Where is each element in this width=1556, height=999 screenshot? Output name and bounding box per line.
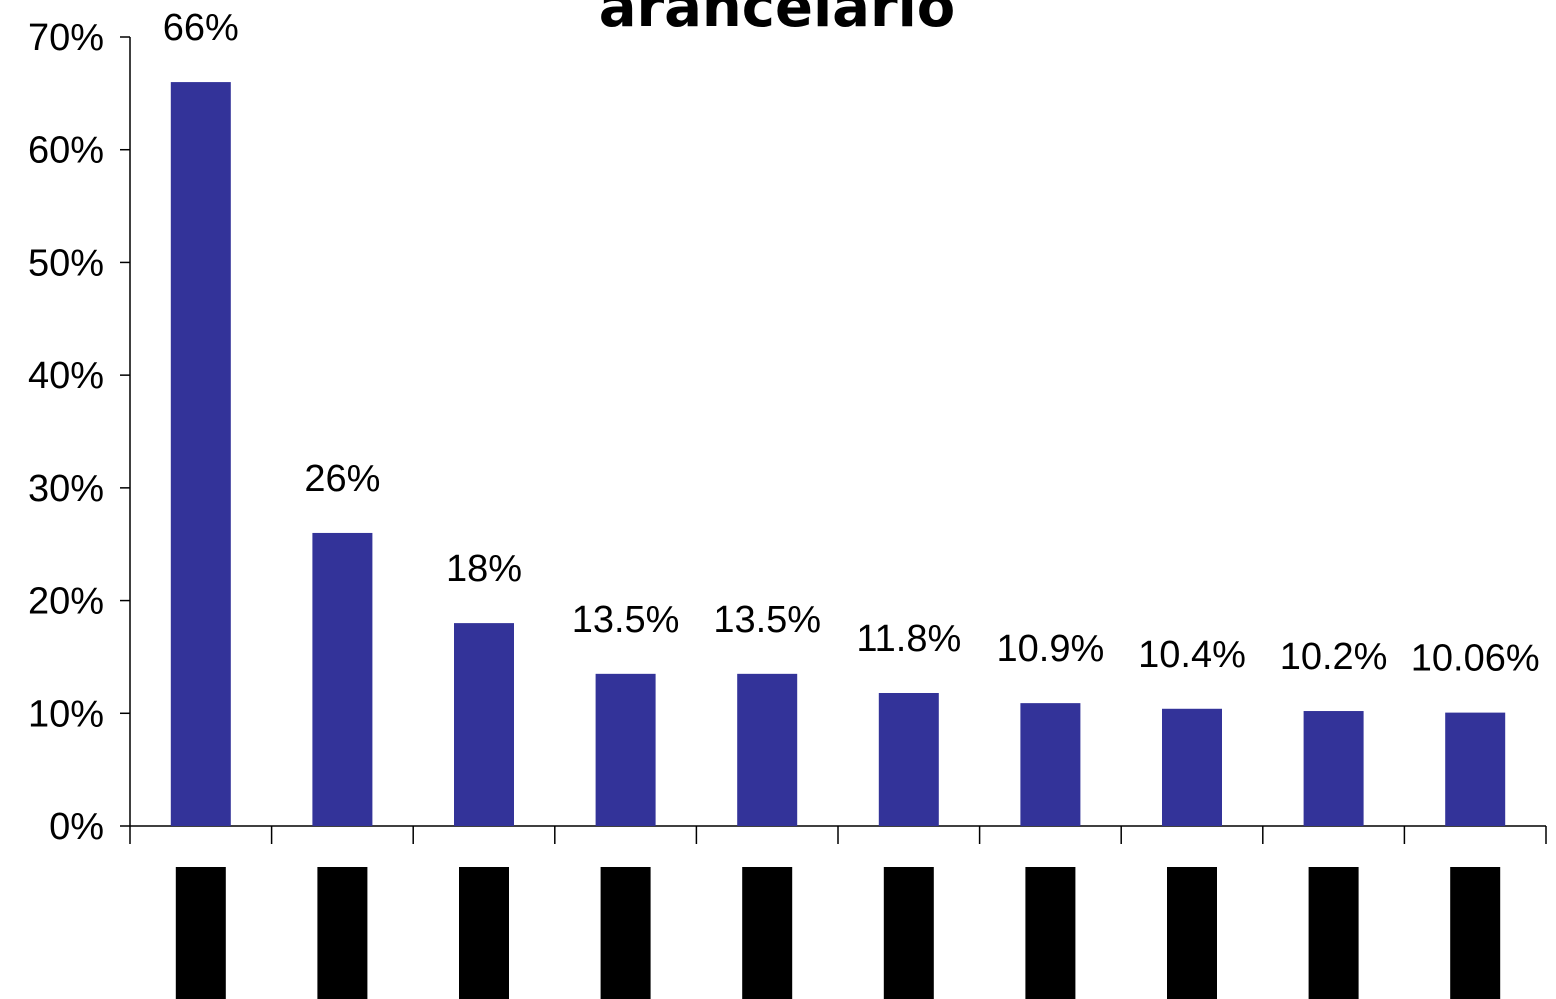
bar [312, 532, 373, 826]
category-label-marker [175, 867, 226, 999]
x-axis [129, 825, 1547, 844]
data-label: 66% [163, 7, 239, 49]
data-label: 18% [446, 548, 522, 590]
chart-title: arancelario [599, 0, 956, 40]
y-tick-label: 40% [28, 355, 104, 397]
category-label-marker [317, 867, 368, 999]
data-label: 10.2% [1280, 636, 1388, 678]
data-label: 10.4% [1138, 634, 1246, 676]
bar [737, 673, 798, 826]
category-label-marker [1308, 867, 1359, 999]
data-labels: 66% 26% 18% 13.5% 13.5% 11.8% 10.9% 10.4% 10.2% 1… [163, 7, 1540, 680]
bar [1020, 703, 1081, 826]
y-tick-label: 60% [28, 130, 104, 172]
category-label-marker [600, 867, 651, 999]
bars [170, 82, 1506, 827]
data-label: 13.5% [713, 599, 821, 641]
category-label-marker [1450, 867, 1501, 999]
y-tick-label: 10% [28, 693, 104, 735]
data-label: 11.8% [856, 618, 961, 660]
category-label-marker [1167, 867, 1217, 999]
bar [1445, 712, 1506, 826]
y-tick-label: 20% [28, 581, 104, 623]
data-label: 13.5% [572, 599, 680, 641]
y-axis: 0% 10% 20% 30% 40% 50% 60% 70% [28, 17, 131, 848]
data-label: 10.9% [997, 628, 1105, 670]
bar [1162, 708, 1222, 826]
bar [595, 673, 656, 826]
data-label: 26% [304, 458, 380, 500]
bar [170, 82, 231, 827]
y-tick-label: 70% [28, 17, 104, 59]
y-tick-label: 50% [28, 242, 104, 284]
data-label: 10.06% [1411, 638, 1540, 680]
bar [1303, 711, 1364, 826]
category-label-marker [742, 867, 793, 999]
y-tick-label: 30% [28, 468, 104, 510]
bar [454, 623, 514, 826]
bar [878, 692, 939, 826]
category-label-marker [459, 867, 509, 999]
category-label-marker [1025, 867, 1076, 999]
category-label-marker [883, 867, 934, 999]
category-markers [175, 867, 1501, 999]
y-tick-label: 0% [49, 806, 104, 848]
